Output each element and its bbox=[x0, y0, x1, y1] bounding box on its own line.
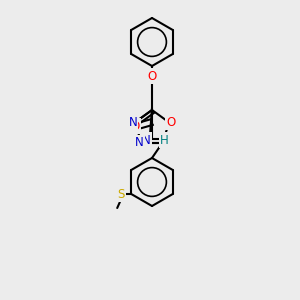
Text: S: S bbox=[118, 188, 125, 200]
Text: H: H bbox=[160, 134, 169, 146]
Text: N: N bbox=[135, 136, 144, 149]
Text: N: N bbox=[128, 116, 137, 129]
Text: N: N bbox=[142, 134, 151, 146]
Text: O: O bbox=[130, 119, 140, 133]
Text: O: O bbox=[167, 116, 176, 129]
Text: O: O bbox=[147, 70, 157, 83]
